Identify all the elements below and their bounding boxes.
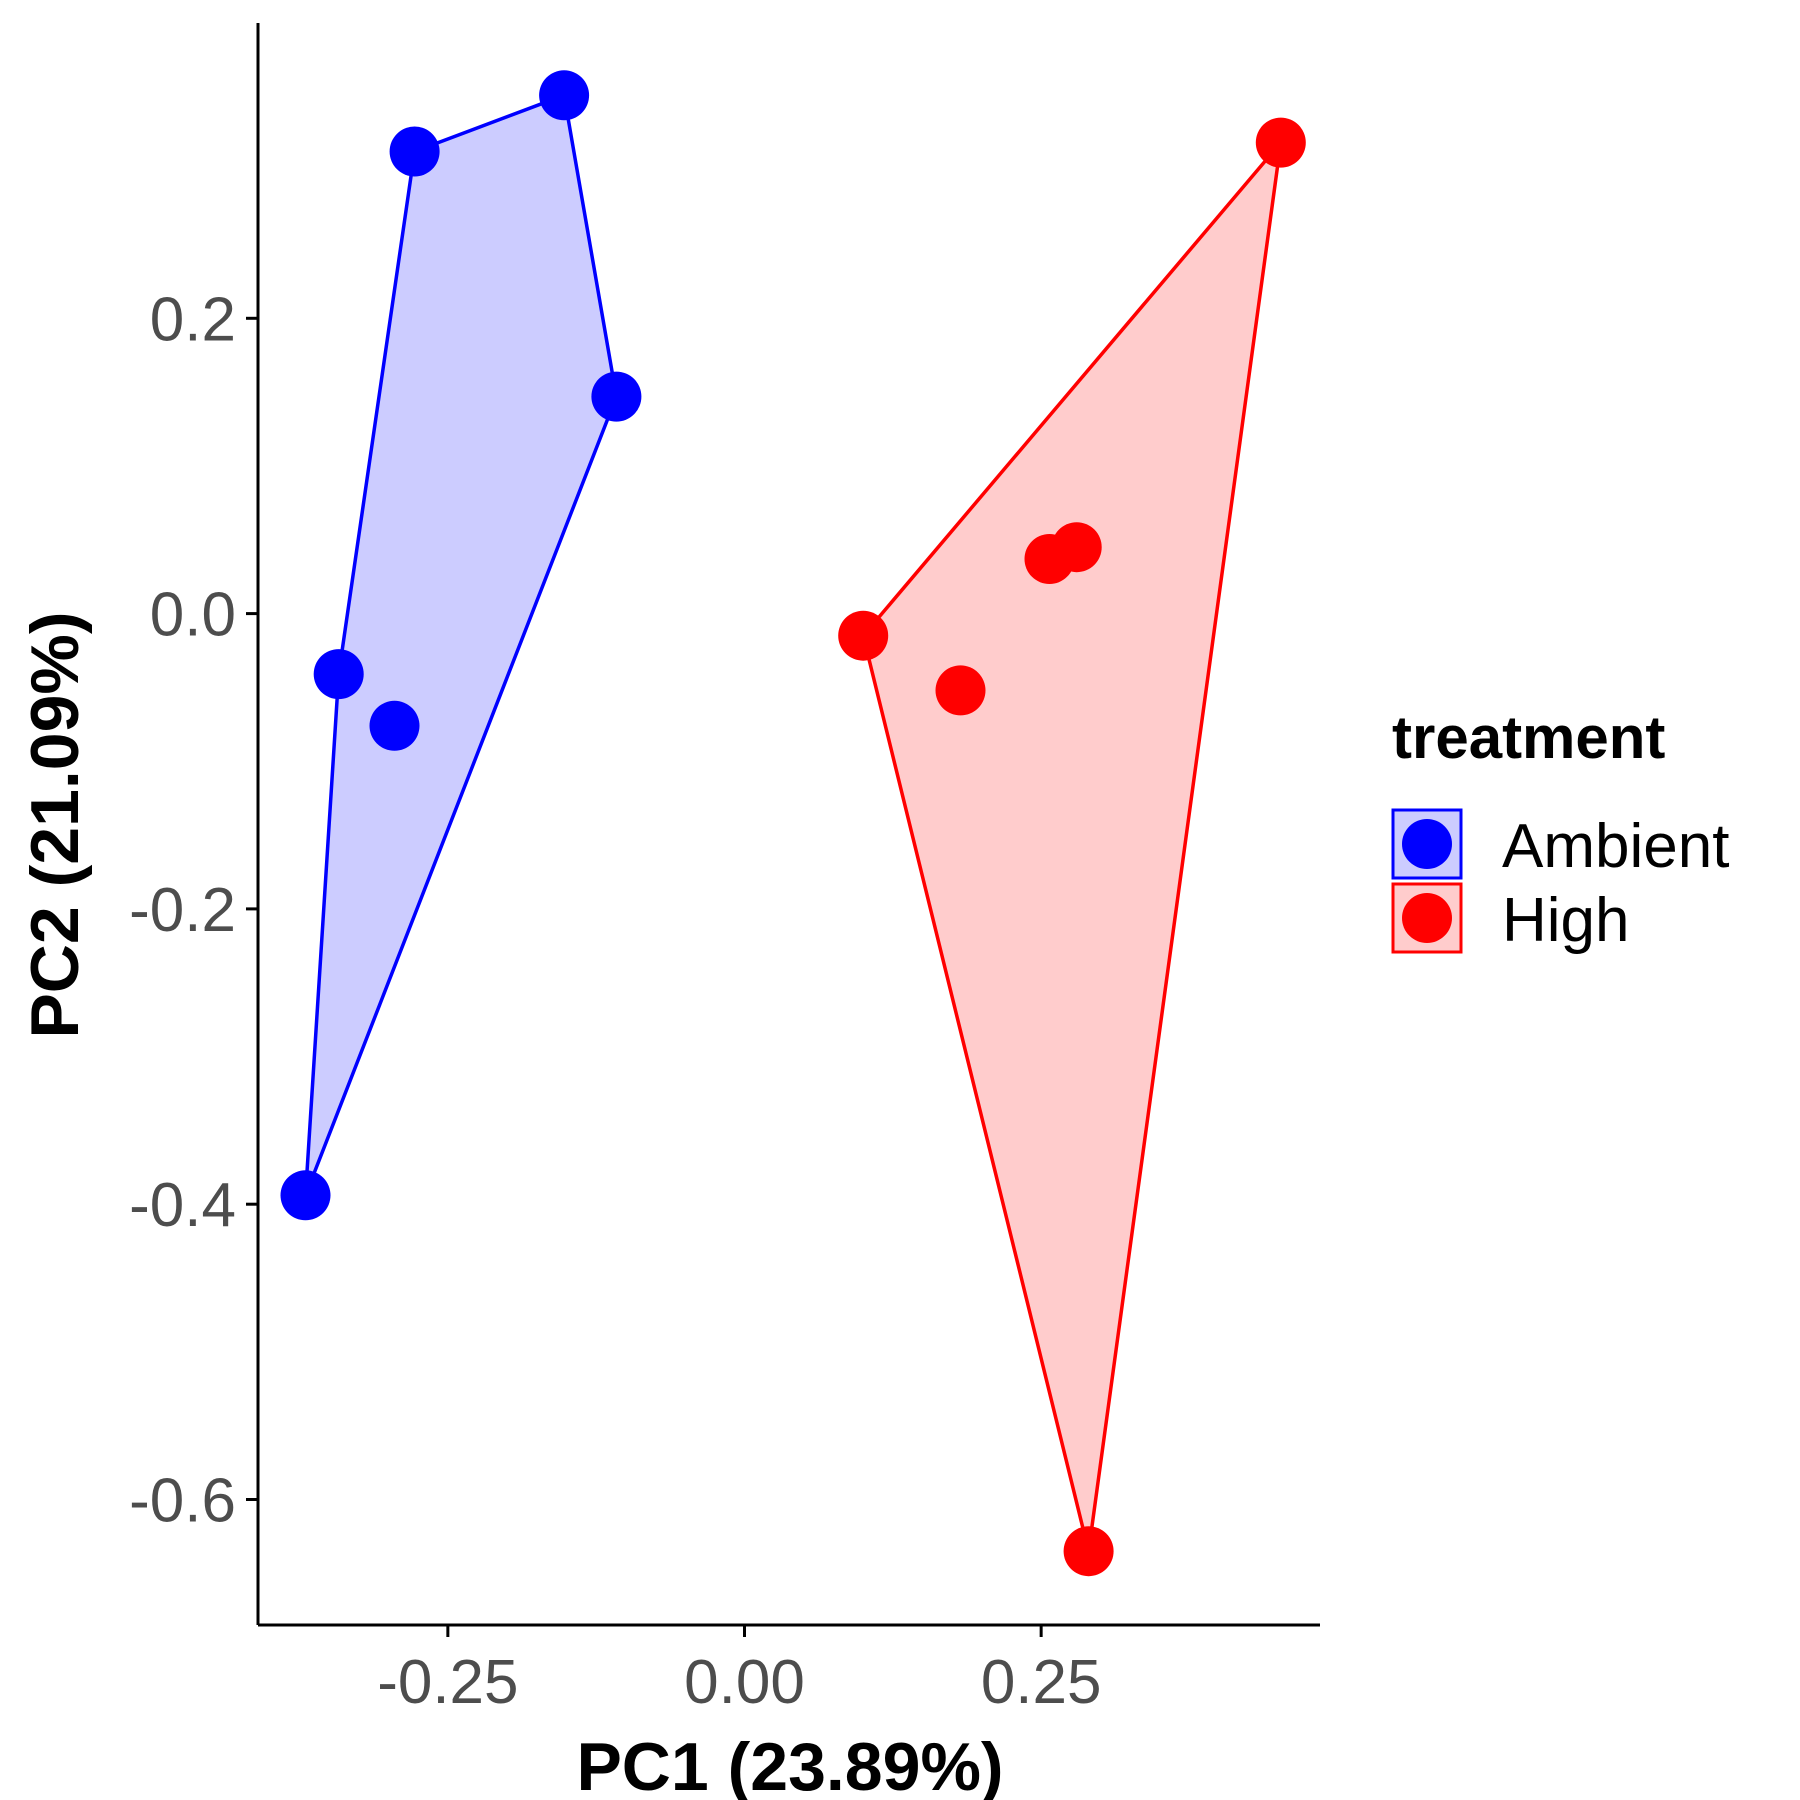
legend: treatment Ambient High [1391, 704, 1729, 955]
point-layer [280, 70, 1306, 1577]
x-tick-label: 0.00 [684, 1648, 805, 1717]
point-ambient-1 [280, 1170, 331, 1221]
y-tick-label: 0.2 [150, 285, 236, 354]
hull-ambient [303, 93, 619, 1198]
legend-label-high: High [1502, 886, 1630, 955]
x-tick-label: -0.25 [377, 1648, 518, 1717]
point-ambient-4 [389, 126, 440, 177]
x-tick-label: 0.25 [981, 1648, 1102, 1717]
point-high-5 [1063, 1526, 1114, 1577]
point-ambient-3 [369, 700, 420, 751]
legend-key-high-dot [1402, 893, 1452, 943]
legend-title: treatment [1392, 704, 1665, 771]
point-ambient-6 [591, 371, 642, 422]
y-axis-title: PC2 (21.09%) [17, 611, 93, 1038]
x-ticks: -0.25 0.00 0.25 [377, 1625, 1101, 1717]
x-axis-title: PC1 (23.89%) [576, 1729, 1003, 1800]
y-ticks: 0.2 0.0 -0.2 -0.4 -0.6 [129, 285, 258, 1535]
y-tick-label: -0.4 [129, 1171, 236, 1240]
legend-key-ambient-dot [1402, 819, 1452, 869]
point-ambient-2 [313, 649, 364, 700]
y-tick-label: -0.2 [129, 876, 236, 945]
legend-label-ambient: Ambient [1502, 812, 1729, 881]
point-high-6 [1255, 117, 1306, 168]
y-tick-label: -0.6 [129, 1466, 236, 1535]
y-tick-label: 0.0 [150, 581, 236, 650]
point-high-1 [838, 610, 889, 661]
hull-high [861, 140, 1283, 1553]
point-high-2 [935, 665, 986, 716]
point-high-4 [1051, 522, 1102, 573]
point-ambient-5 [539, 70, 590, 121]
hull-layer [303, 93, 1283, 1553]
